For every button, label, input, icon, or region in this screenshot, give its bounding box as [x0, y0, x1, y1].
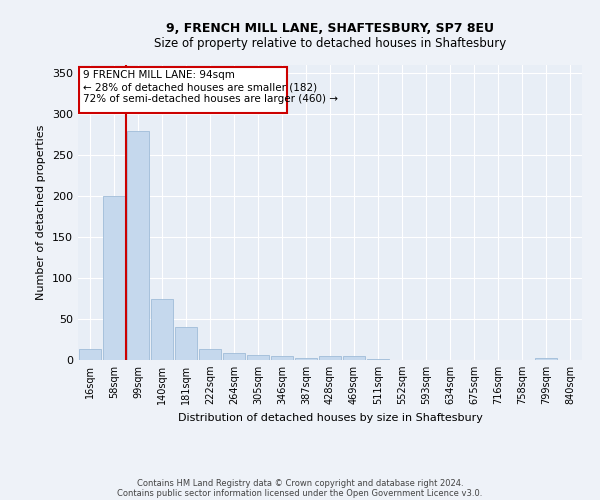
Bar — [175, 327, 197, 360]
X-axis label: Distribution of detached houses by size in Shaftesbury: Distribution of detached houses by size … — [178, 412, 482, 422]
Bar — [223, 354, 245, 360]
Bar — [319, 356, 341, 360]
Bar — [271, 356, 293, 360]
Bar — [247, 355, 269, 360]
Bar — [151, 298, 173, 360]
Y-axis label: Number of detached properties: Number of detached properties — [37, 125, 46, 300]
Bar — [367, 359, 389, 360]
Text: 9 FRENCH MILL LANE: 94sqm: 9 FRENCH MILL LANE: 94sqm — [83, 70, 235, 80]
Bar — [103, 196, 125, 360]
Text: ← 28% of detached houses are smaller (182): ← 28% of detached houses are smaller (18… — [83, 82, 317, 92]
Text: 72% of semi-detached houses are larger (460) →: 72% of semi-detached houses are larger (… — [83, 94, 338, 104]
Bar — [199, 350, 221, 360]
Text: Contains public sector information licensed under the Open Government Licence v3: Contains public sector information licen… — [118, 488, 482, 498]
FancyBboxPatch shape — [79, 66, 287, 112]
Text: Contains HM Land Registry data © Crown copyright and database right 2024.: Contains HM Land Registry data © Crown c… — [137, 478, 463, 488]
Bar — [535, 358, 557, 360]
Text: Size of property relative to detached houses in Shaftesbury: Size of property relative to detached ho… — [154, 38, 506, 51]
Bar — [127, 130, 149, 360]
Bar — [295, 358, 317, 360]
Bar — [343, 356, 365, 360]
Text: 9, FRENCH MILL LANE, SHAFTESBURY, SP7 8EU: 9, FRENCH MILL LANE, SHAFTESBURY, SP7 8E… — [166, 22, 494, 36]
Bar — [79, 350, 101, 360]
